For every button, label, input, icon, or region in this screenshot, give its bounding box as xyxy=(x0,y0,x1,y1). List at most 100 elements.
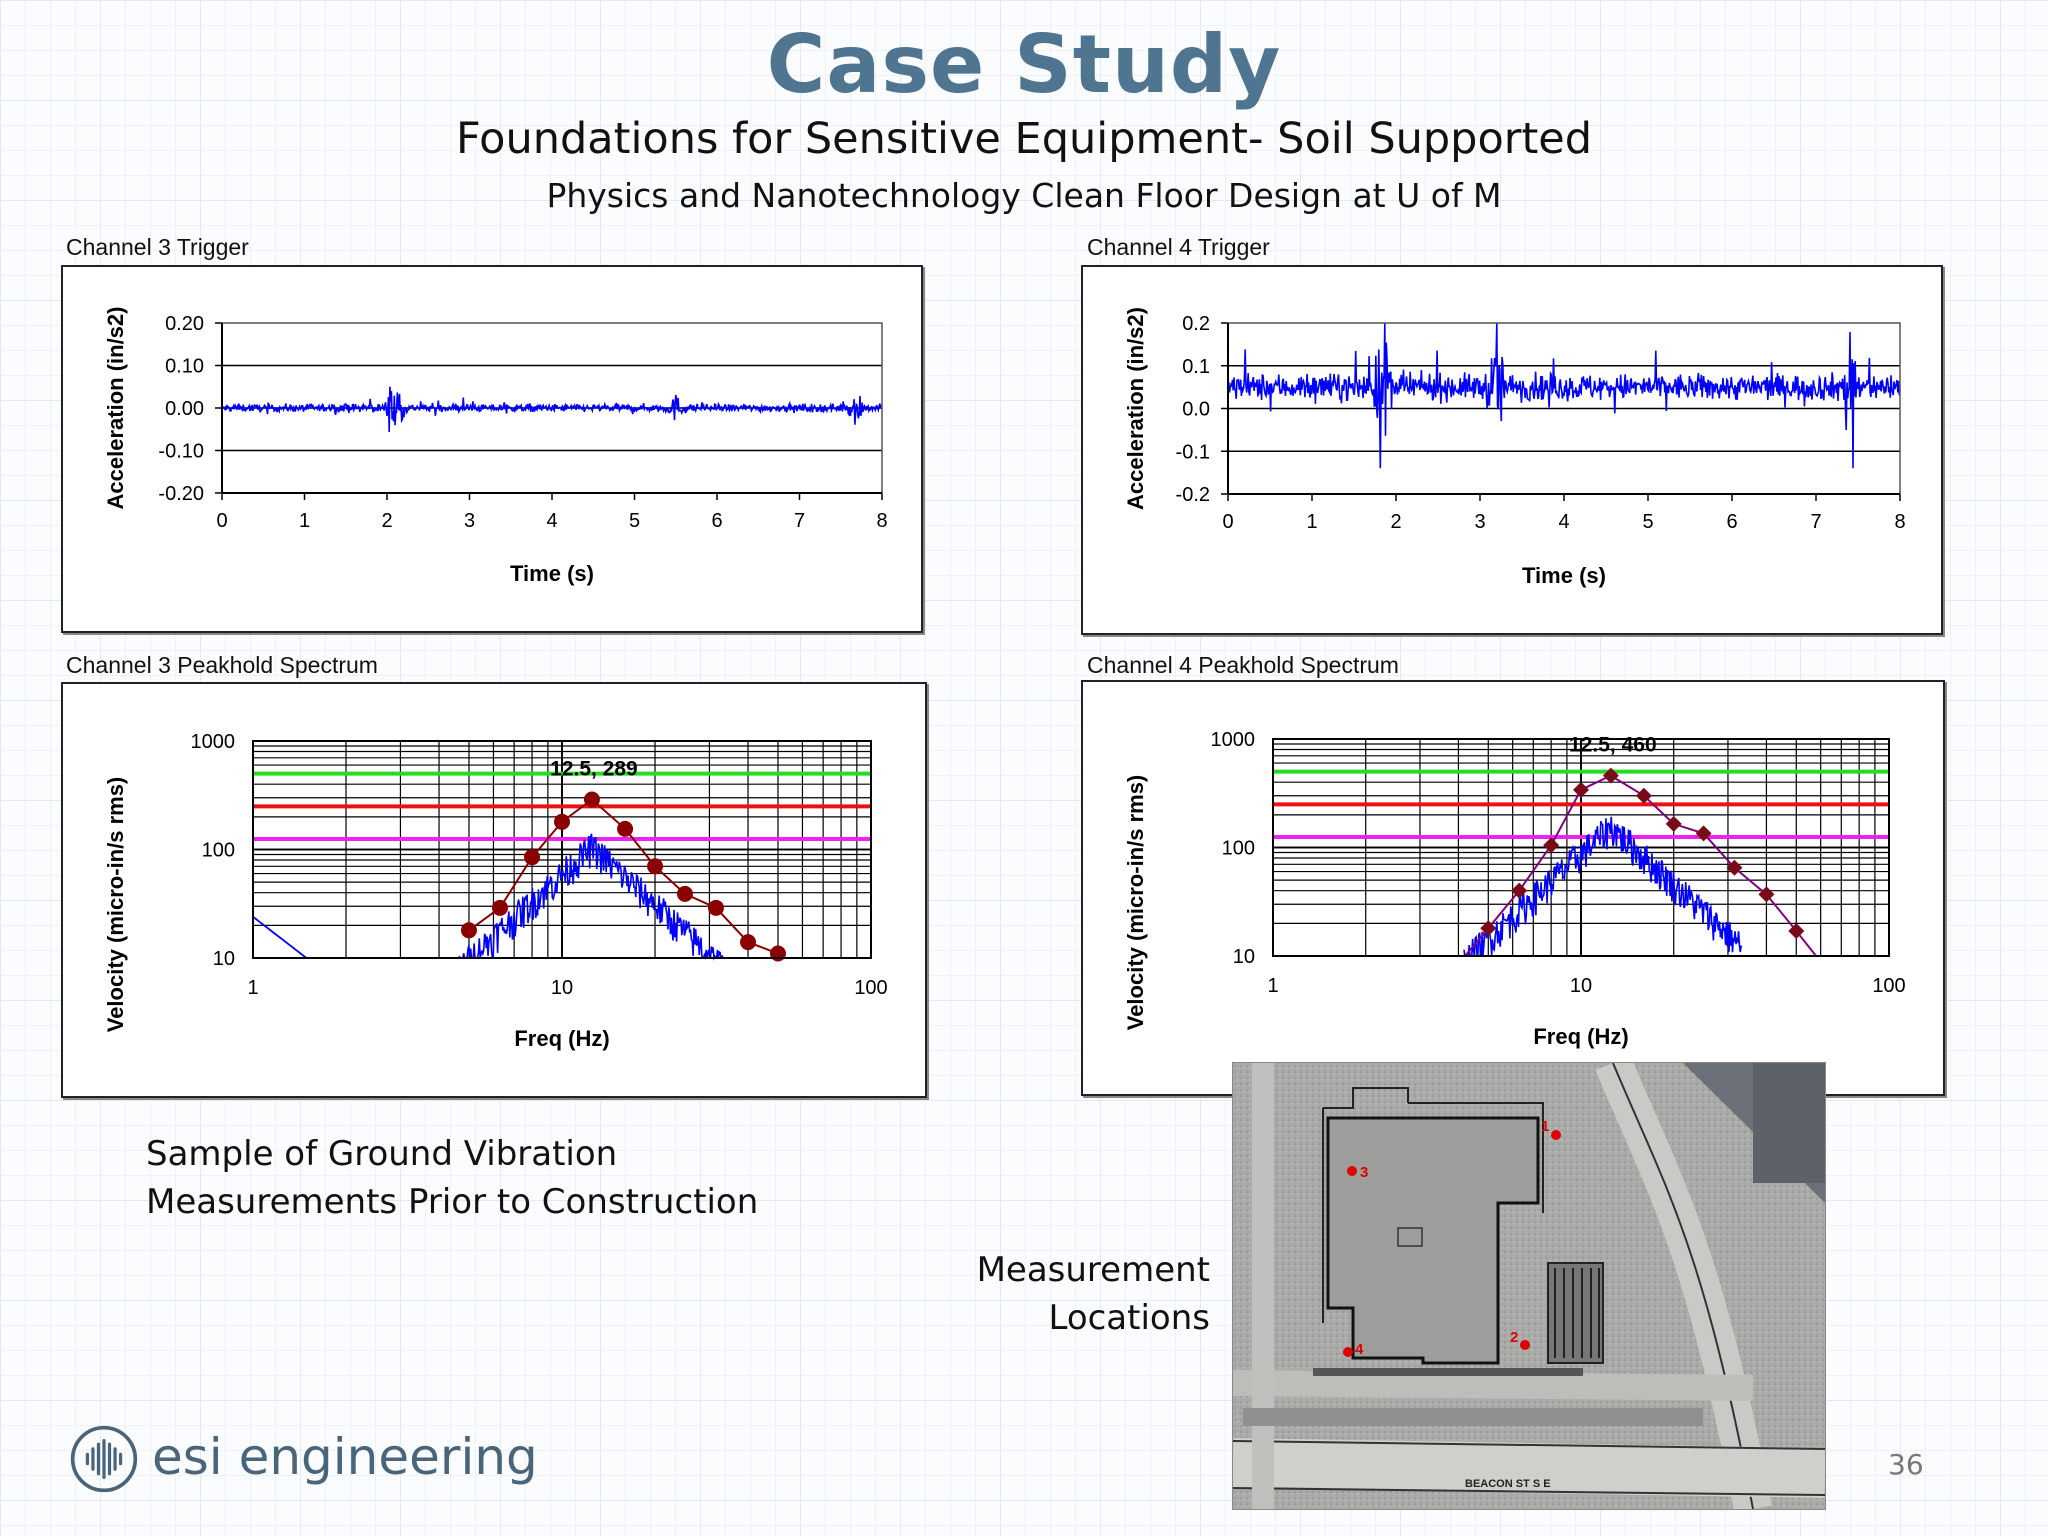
ch4_spectrum-peakhold-point xyxy=(1573,781,1589,798)
ch3_trigger-xtick-label: 3 xyxy=(464,510,475,532)
ch4_spectrum-xtick-label: 100 xyxy=(1872,975,1905,997)
ch3_trigger-xtick-label: 5 xyxy=(629,510,640,532)
ch4_trigger-ytick-label: -0.2 xyxy=(1176,484,1210,506)
ch3_trigger-ylabel: Acceleration (in/s2) xyxy=(103,307,128,510)
ch4_trigger-ytick-label: 0.1 xyxy=(1182,356,1210,378)
map-marker-1: 1 xyxy=(1541,1118,1549,1135)
ch4_trigger-svg: 0.2 0.1 0.0 -0.1 -0.2 0 1 2 3 4 5 6 7 8 Time (s) Accele… xyxy=(1123,307,1906,588)
page-number: 36 xyxy=(1888,1448,1924,1481)
caption-map-line-1: Measurement xyxy=(976,1250,1210,1290)
ch4-spectrum-chart: 1000 100 10 1 10 100 12.5, 460 Freq (Hz) Velocit… xyxy=(1081,680,1945,1096)
ch3_spectrum-spectrum-line xyxy=(444,833,724,961)
ch4_spectrum-peakhold-point xyxy=(1726,859,1743,876)
company-name: esi engineering xyxy=(152,1428,538,1486)
ch3-trigger-label: Channel 3 Trigger xyxy=(66,234,249,260)
site-map-image: 1 2 3 4 BEACON ST S E xyxy=(1232,1062,1826,1510)
ch4_spectrum-ylabel: Velocity (micro-in/s rms) xyxy=(1123,775,1148,1031)
ch4_spectrum-peakhold-point xyxy=(1480,920,1497,937)
ch4_spectrum-xlabel: Freq (Hz) xyxy=(1533,1024,1628,1049)
ch4_trigger-xtick-label: 6 xyxy=(1726,511,1737,533)
ch3_trigger-ytick-label: -0.10 xyxy=(158,441,204,463)
ch4_trigger-xtick-label: 0 xyxy=(1222,511,1233,533)
ch3_trigger-xtick-label: 1 xyxy=(299,510,310,532)
ch3_spectrum-svg: 1000 100 10 1 10 100 12.5, 289 Freq (Hz) Velocit… xyxy=(103,731,888,1051)
ch3_spectrum-xtick-label: 1 xyxy=(247,977,258,999)
ch3_spectrum-spectrum-tail xyxy=(252,915,321,959)
caption-measurement-locations: Measurement Locations xyxy=(940,1246,1210,1342)
caption-map-line-2: Locations xyxy=(1048,1298,1210,1338)
ch3_spectrum-peakhold-point xyxy=(647,858,664,875)
ch4_trigger-ytick-label: 0.2 xyxy=(1182,313,1210,335)
caption-line-2: Measurements Prior to Construction xyxy=(146,1182,759,1222)
ch3_trigger-xtick-label: 4 xyxy=(546,510,557,532)
ch4_spectrum-ytick-label: 10 xyxy=(1233,946,1255,968)
slide-subsubtitle: Physics and Nanotechnology Clean Floor D… xyxy=(546,176,1502,215)
ch4_spectrum-spectrum-line xyxy=(1463,816,1742,957)
ch4_trigger-signal-line xyxy=(1227,322,1901,469)
slide-subtitle: Foundations for Sensitive Equipment- Soi… xyxy=(455,114,1593,164)
map-street-label: BEACON ST S E xyxy=(1465,1478,1551,1490)
site-map-svg: 1 2 3 4 BEACON ST S E xyxy=(1233,1063,1825,1509)
ch4_trigger-xtick-label: 7 xyxy=(1810,511,1821,533)
ch3_spectrum-ytick-label: 1000 xyxy=(191,731,236,753)
ch3_spectrum-xlabel: Freq (Hz) xyxy=(514,1026,609,1051)
slide-title: Case Study xyxy=(766,18,1282,111)
ch4_spectrum-peakhold-point xyxy=(1543,837,1560,854)
ch3-spectrum-chart: 1000 100 10 1 10 100 12.5, 289 Freq (Hz) Velocit… xyxy=(61,682,927,1098)
ch4_spectrum-ytick-label: 1000 xyxy=(1211,729,1256,751)
ch4_spectrum-peakhold-point xyxy=(1695,825,1712,842)
ch4_spectrum-peakhold-point xyxy=(1602,767,1619,784)
ch4-spectrum-label: Channel 4 Peakhold Spectrum xyxy=(1087,652,1399,678)
caption-line-1: Sample of Ground Vibration xyxy=(146,1134,618,1174)
map-marker-4: 4 xyxy=(1355,1341,1364,1358)
ch4_spectrum-svg: 1000 100 10 1 10 100 12.5, 460 Freq (Hz) Velocit… xyxy=(1123,729,1906,1049)
ch3_trigger-ytick-label: -0.20 xyxy=(158,483,204,505)
ch3-spectrum-label: Channel 3 Peakhold Spectrum xyxy=(66,652,378,678)
ch3_spectrum-xtick-label: 100 xyxy=(854,977,887,999)
ch4_trigger-xtick-label: 5 xyxy=(1642,511,1653,533)
ch3_trigger-xtick-label: 2 xyxy=(381,510,392,532)
ch3_trigger-signal-line xyxy=(221,386,883,433)
ch4_trigger-xtick-label: 3 xyxy=(1474,511,1485,533)
ch3_spectrum-peakhold-point xyxy=(460,922,477,939)
ch3_trigger-xtick-label: 8 xyxy=(876,510,887,532)
ch4-trigger-chart: 0.2 0.1 0.0 -0.1 -0.2 0 1 2 3 4 5 6 7 8 Time (s) Accele… xyxy=(1081,265,1943,635)
ch3_trigger-xlabel: Time (s) xyxy=(510,561,594,586)
esi-logo-icon xyxy=(70,1425,138,1493)
ch4_spectrum-plot-area xyxy=(1272,738,1890,957)
ch4-trigger-label: Channel 4 Trigger xyxy=(1087,234,1270,260)
ch4_trigger-ytick-label: -0.1 xyxy=(1176,441,1210,463)
ch3_spectrum-peakhold-point xyxy=(554,813,570,830)
ch4_spectrum-peakhold-point xyxy=(1665,815,1682,832)
ch3_spectrum-peakhold-point xyxy=(769,945,786,962)
ch3_trigger-xtick-label: 7 xyxy=(794,510,805,532)
ch3_spectrum-peakhold-point xyxy=(617,820,634,837)
ch4_spectrum-peakhold-point xyxy=(1635,787,1652,804)
ch4_trigger-ytick-label: 0.0 xyxy=(1182,399,1210,421)
ch3-trigger-chart: 0.20 0.10 0.00 -0.10 -0.20 0 1 2 3 4 5 6 7 8 Time (s) A… xyxy=(61,265,923,633)
ch3_spectrum-data-label: 12.5, 289 xyxy=(550,757,638,780)
ch4_trigger-xtick-label: 2 xyxy=(1390,511,1401,533)
ch3_spectrum-peakhold-point xyxy=(676,885,693,902)
map-marker-3: 3 xyxy=(1360,1164,1368,1181)
ch4_spectrum-xtick-label: 10 xyxy=(1570,975,1592,997)
ch4_spectrum-xtick-label: 1 xyxy=(1267,975,1278,997)
ch4_spectrum-peakhold-point xyxy=(1788,922,1805,939)
ch3_spectrum-xtick-label: 10 xyxy=(551,977,573,999)
ch3_spectrum-peakhold-point xyxy=(583,791,600,808)
ch3_trigger-xtick-label: 0 xyxy=(216,510,227,532)
ch3_trigger-ytick-label: 0.20 xyxy=(165,313,204,335)
ch4_trigger-xtick-label: 4 xyxy=(1558,511,1569,533)
ch3_trigger-ytick-label: 0.00 xyxy=(165,398,204,420)
ch3_spectrum-peakhold-point xyxy=(707,899,724,916)
ch4_spectrum-peakhold-point xyxy=(1511,882,1528,899)
ch4_trigger-xlabel: Time (s) xyxy=(1522,563,1606,588)
ch3_trigger-xtick-label: 6 xyxy=(711,510,722,532)
ch3_spectrum-peakhold-point xyxy=(740,934,757,951)
ch4_trigger-ylabel: Acceleration (in/s2) xyxy=(1123,307,1148,510)
ch3_trigger-svg: 0.20 0.10 0.00 -0.10 -0.20 0 1 2 3 4 5 6 7 8 Time (s) A… xyxy=(103,307,888,586)
ch3_spectrum-ytick-label: 100 xyxy=(202,840,235,862)
caption-ground-vibration: Sample of Ground Vibration Measurements … xyxy=(146,1130,758,1226)
ch4_trigger-xtick-label: 1 xyxy=(1306,511,1317,533)
ch4_trigger-xtick-label: 8 xyxy=(1894,511,1905,533)
